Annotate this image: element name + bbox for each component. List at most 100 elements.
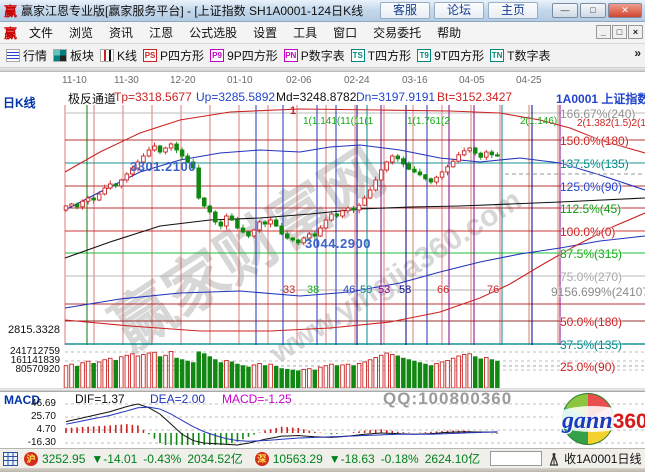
gann-number-33: 33 bbox=[283, 284, 296, 296]
toolbar-splitter bbox=[0, 68, 645, 72]
tool-quotes-grid[interactable]: 行情 bbox=[6, 47, 47, 64]
percent-label-0: 166.67%(240) bbox=[560, 107, 636, 121]
channel-md-value: Md=3248.8782 bbox=[276, 90, 357, 104]
status-bar: 沪 3252.95 ▼-14.01 -0.43% 2034.52亿 深 1056… bbox=[0, 448, 645, 468]
tool-ps[interactable]: PS P四方形 bbox=[143, 47, 204, 64]
menu-item-1[interactable]: 浏览 bbox=[69, 26, 94, 40]
macd-scale-4: -16.30 bbox=[27, 437, 56, 448]
menu-item-0[interactable]: 文件 bbox=[29, 26, 54, 40]
shenzhen-index-icon[interactable]: 深 bbox=[254, 451, 269, 466]
gann-number-46: 46 bbox=[343, 284, 356, 296]
price-annotation-high: 3301.2100 bbox=[130, 159, 196, 174]
date-tick-11-30: 11-30 bbox=[114, 75, 139, 86]
price-annotation-mid: 3044.2900 bbox=[305, 236, 371, 251]
ts-icon: TS bbox=[350, 49, 365, 62]
maximize-button[interactable]: □ bbox=[580, 3, 606, 18]
tool-ts[interactable]: TS T四方形 bbox=[350, 47, 412, 64]
macd-scale-3: 4.70 bbox=[36, 424, 56, 435]
percent-label-11: 25.0%(90) bbox=[560, 360, 616, 374]
t9-icon: T9 bbox=[417, 49, 432, 62]
percent-label-7: 75.0%(270) bbox=[560, 270, 623, 284]
tool-label: P数字表 bbox=[300, 49, 345, 63]
gann-number-53: 53 bbox=[378, 284, 391, 296]
forum-button[interactable]: 论坛 bbox=[434, 2, 485, 19]
close-button[interactable]: ✕ bbox=[608, 3, 642, 18]
watermark-qq: QQ:100800360 bbox=[383, 389, 513, 408]
ratio-label-0: 1(1.141(11(11(1 bbox=[303, 116, 374, 127]
tool-pn[interactable]: PN P数字表 bbox=[283, 47, 345, 64]
toolbar: 行情 板块 K线 PS P四方形 P9 9P四方形 PN P数字表 TS T四方形 T9 9T四方形 TN… bbox=[0, 44, 645, 68]
menu-item-3[interactable]: 江恩 bbox=[149, 26, 174, 40]
toolbar-overflow-chevron[interactable]: » bbox=[634, 46, 641, 60]
channel-up bbox=[64, 144, 645, 211]
mdi-close-icon[interactable]: × bbox=[628, 25, 643, 39]
price-scale-low: 2815.3328 bbox=[8, 324, 60, 336]
channel-tp bbox=[64, 108, 645, 173]
channel-bt-value: Bt=3152.3427 bbox=[437, 90, 513, 104]
tool-label: 板块 bbox=[70, 49, 95, 63]
channel-bt bbox=[64, 212, 645, 332]
tool-label: K线 bbox=[117, 49, 138, 63]
kline-icon bbox=[100, 49, 115, 62]
app-logo-icon: 赢 bbox=[4, 4, 18, 19]
volume-bars bbox=[63, 351, 500, 389]
service-button[interactable]: 客服 bbox=[380, 2, 431, 19]
home-button[interactable]: 主页 bbox=[488, 2, 539, 19]
sz-change: ▼-18.63 bbox=[328, 451, 375, 466]
volume-scale-2: 161141839 bbox=[10, 355, 60, 366]
gann360-logo: gann360 bbox=[548, 392, 645, 446]
percent-label-4: 112.5%(45) bbox=[560, 202, 622, 216]
sz-percent: -0.18% bbox=[380, 451, 419, 466]
macd-dea-value: DEA=2.00 bbox=[150, 392, 206, 406]
candlesticks bbox=[63, 141, 500, 246]
macd-hist-value: MACD=-1.25 bbox=[222, 392, 292, 406]
indicator-name[interactable]: 极反通道 bbox=[68, 92, 117, 106]
shanghai-index-icon[interactable]: 沪 bbox=[24, 451, 38, 466]
menu-item-7[interactable]: 窗口 bbox=[333, 26, 358, 40]
percent-label-2: 137.5%(135) bbox=[560, 157, 629, 171]
menu-item-9[interactable]: 帮助 bbox=[437, 26, 462, 40]
ratio-label-3: 2(1.382(1.5)2(1 bbox=[577, 118, 645, 129]
tool-label: T四方形 bbox=[367, 49, 412, 63]
date-tick-04-05: 04-05 bbox=[459, 75, 485, 86]
date-tick-03-16: 03-16 bbox=[402, 75, 428, 86]
pane-splitter[interactable] bbox=[0, 388, 645, 392]
channel-curves bbox=[64, 108, 645, 332]
pane-label-daily-kline: 日K线 bbox=[3, 96, 36, 110]
menu-item-4[interactable]: 公式选股 bbox=[189, 26, 238, 40]
menu-logo-icon: 赢 bbox=[4, 26, 18, 41]
tool-tn[interactable]: TN T数字表 bbox=[490, 47, 550, 64]
status-input-box[interactable] bbox=[490, 451, 543, 466]
p9-icon: P9 bbox=[210, 49, 225, 62]
macd-pane-label[interactable]: MACD bbox=[4, 393, 40, 407]
date-tick-12-20: 12-20 bbox=[170, 75, 196, 86]
macd-plot bbox=[65, 403, 499, 446]
tool-p9[interactable]: P9 9P四方形 bbox=[210, 47, 278, 64]
mdi-minimize-icon[interactable]: _ bbox=[596, 25, 611, 39]
gann-number-38: 38 bbox=[307, 284, 320, 296]
menu-item-2[interactable]: 资讯 bbox=[109, 26, 134, 40]
quotes-table-icon[interactable] bbox=[3, 451, 18, 466]
mdi-restore-icon[interactable]: □ bbox=[612, 25, 627, 39]
kline-chart-canvas[interactable] bbox=[0, 72, 645, 448]
menu-item-5[interactable]: 设置 bbox=[253, 26, 278, 40]
minimize-button[interactable]: — bbox=[552, 3, 578, 18]
date-tick-02-24: 02-24 bbox=[344, 75, 370, 86]
symbol-label[interactable]: 1A0001 上证指数 bbox=[556, 92, 645, 106]
menu-item-6[interactable]: 工具 bbox=[293, 26, 318, 40]
ps-icon: PS bbox=[143, 49, 158, 62]
tool-t9[interactable]: T9 9T四方形 bbox=[417, 47, 484, 64]
macd-dif-value: DIF=1.37 bbox=[75, 392, 125, 406]
tool-sectors[interactable]: 板块 bbox=[53, 47, 94, 64]
tn-icon: TN bbox=[490, 49, 505, 62]
channel-dn-value: Dn=3197.9191 bbox=[356, 90, 436, 104]
menu-item-8[interactable]: 交易委托 bbox=[373, 26, 422, 40]
tool-kline[interactable]: K线 bbox=[100, 47, 137, 64]
sz-price: 10563.29 bbox=[272, 451, 323, 466]
date-tick-02-06: 02-06 bbox=[286, 75, 312, 86]
window-bottom-edge bbox=[0, 468, 645, 472]
gann-number-50: 50 bbox=[360, 284, 373, 296]
tool-label: 9P四方形 bbox=[227, 49, 278, 63]
tool-label: P四方形 bbox=[160, 49, 205, 63]
